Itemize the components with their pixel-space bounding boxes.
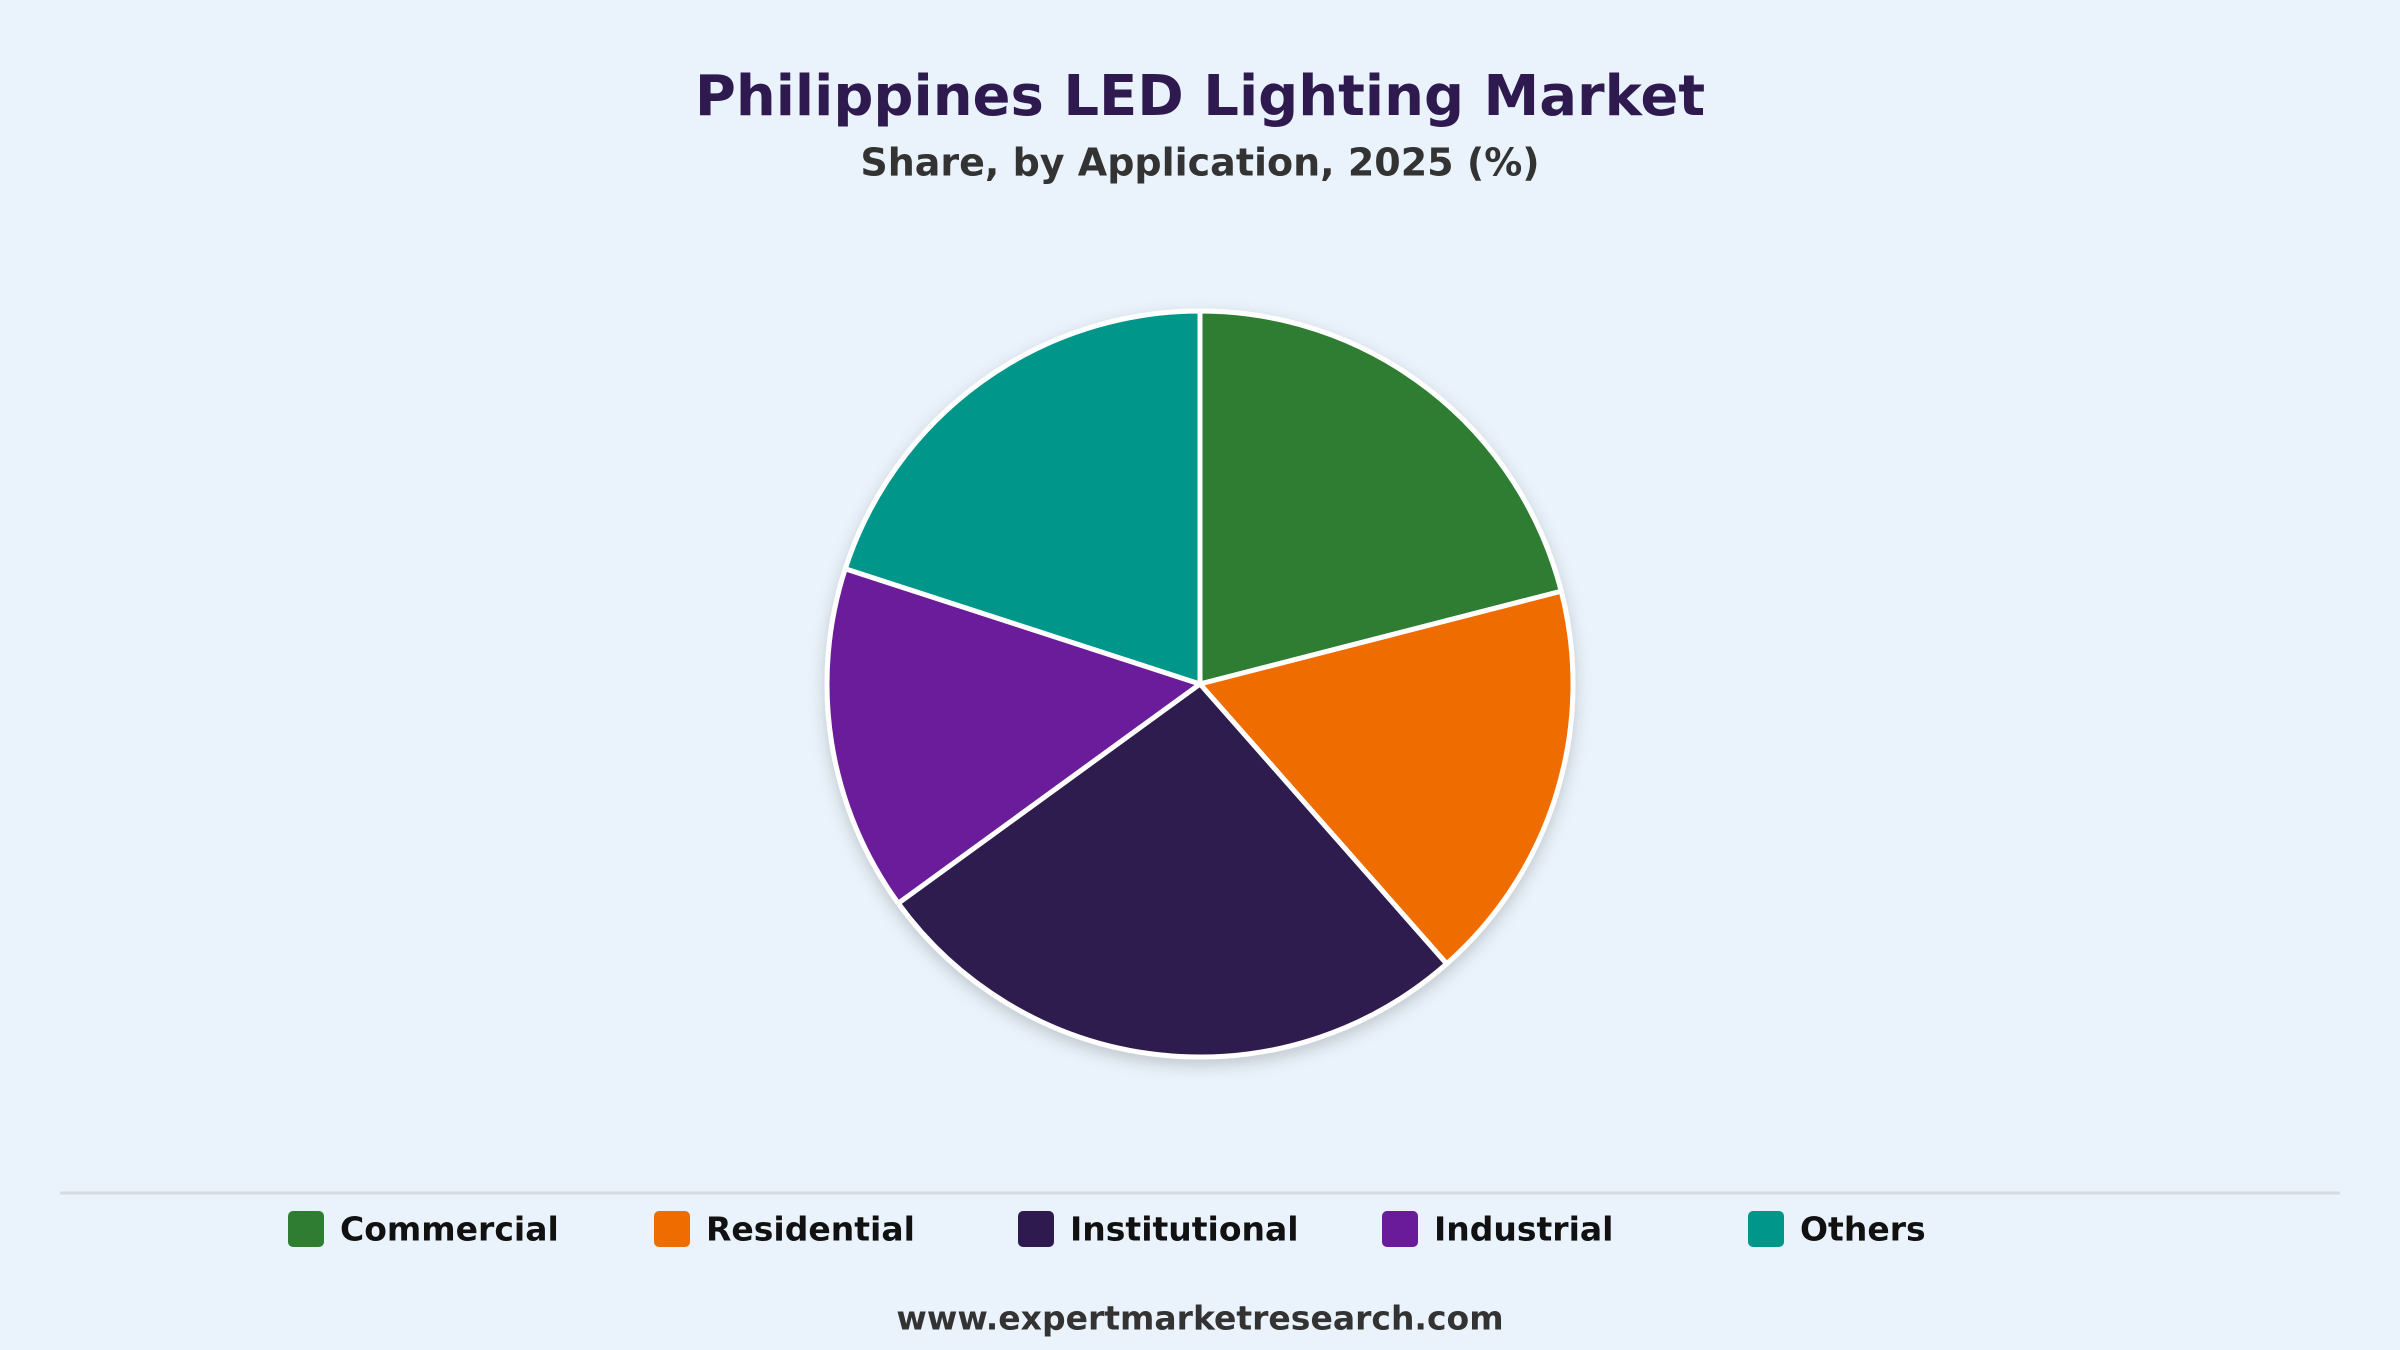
pie-slice: [1197, 308, 1564, 687]
pie: [824, 308, 1576, 1060]
legend-swatch: [654, 1211, 690, 1247]
legend-swatch: [1748, 1211, 1784, 1247]
chart-title: Philippines LED Lighting Market: [695, 64, 1705, 129]
legend-label: Industrial: [1434, 1210, 1613, 1249]
pie-slice: [824, 566, 1203, 906]
pie-slice: [895, 681, 1450, 1060]
pie-slice: [1197, 588, 1576, 967]
legend-label: Residential: [706, 1210, 915, 1249]
legend-swatch: [1382, 1211, 1418, 1247]
legend-swatch: [1018, 1211, 1054, 1247]
legend-label: Commercial: [340, 1210, 559, 1249]
legend-label: Others: [1800, 1210, 1926, 1249]
source: www.expertmarketresearch.com: [896, 1299, 1503, 1338]
pie-slice: [842, 308, 1203, 687]
chart-subtitle: Share, by Application, 2025 (%): [860, 141, 1539, 185]
legend-swatch: [288, 1211, 324, 1247]
legend-label: Institutional: [1070, 1210, 1299, 1249]
